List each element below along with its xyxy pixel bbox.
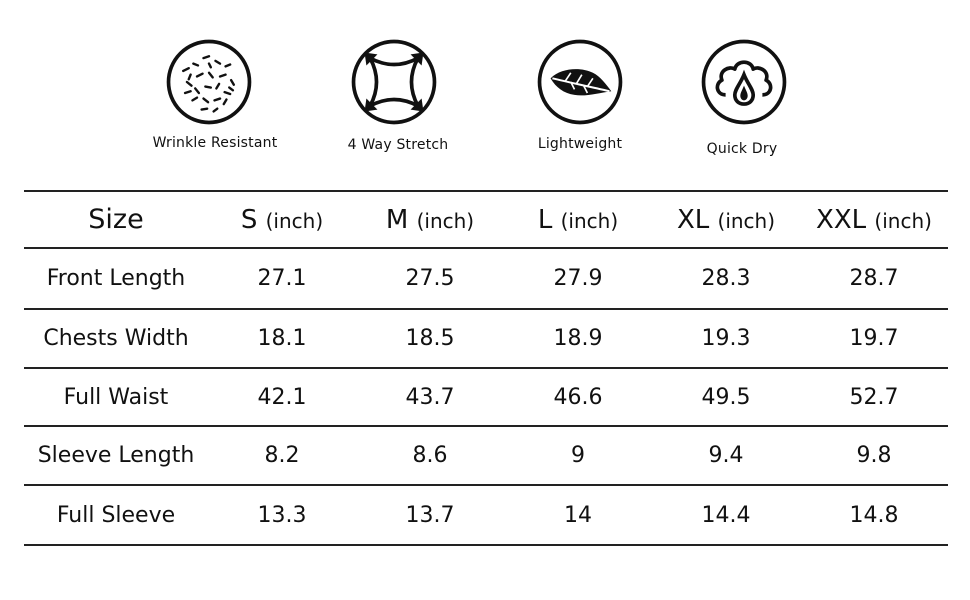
table-cell: 28.3 bbox=[701, 266, 751, 291]
table-cell: 18.1 bbox=[257, 326, 307, 351]
table-cell: 9.8 bbox=[856, 443, 892, 468]
size-name: S bbox=[240, 204, 258, 235]
table-cell: 28.7 bbox=[849, 266, 899, 291]
size-name: XXL bbox=[816, 204, 867, 235]
size-unit: (inch) bbox=[560, 208, 619, 233]
table-cell: 27.9 bbox=[553, 266, 603, 291]
table-cell: 9.4 bbox=[708, 443, 744, 468]
table-cell: 14 bbox=[564, 502, 592, 528]
feature-wrinkle-resistant: Wrinkle Resistant bbox=[135, 0, 295, 170]
column-header: L (inch) bbox=[504, 191, 652, 248]
column-header: XXL (inch) bbox=[800, 191, 948, 248]
table-cell: 27.1 bbox=[257, 266, 307, 291]
table-row: Full Sleeve 13.3 13.7 14 14.4 14.8 bbox=[24, 485, 948, 545]
table-cell: 9 bbox=[571, 443, 585, 468]
feature-quick-dry: Quick Dry bbox=[662, 0, 822, 170]
table-cell: 8.6 bbox=[412, 443, 448, 468]
table-cell: 43.7 bbox=[405, 384, 455, 410]
table-row: Chests Width 18.1 18.5 18.9 19.3 19.7 bbox=[24, 309, 948, 368]
quick-dry-icon bbox=[701, 39, 787, 125]
size-unit: (inch) bbox=[265, 208, 324, 233]
table-cell: 19.7 bbox=[849, 326, 899, 351]
feature-label: Quick Dry bbox=[706, 141, 778, 157]
table-cell: 19.3 bbox=[701, 326, 751, 351]
table-cell: 14.8 bbox=[849, 502, 899, 528]
feature-label: Lightweight bbox=[537, 136, 623, 152]
table-cell: 49.5 bbox=[701, 384, 751, 410]
wrinkle-resistant-icon bbox=[166, 39, 252, 125]
column-header: XL (inch) bbox=[652, 191, 800, 248]
row-label: Front Length bbox=[46, 266, 186, 291]
row-label: Chests Width bbox=[43, 326, 189, 351]
size-column-header: Size bbox=[88, 204, 144, 235]
table-row: Full Waist 42.1 43.7 46.6 49.5 52.7 bbox=[24, 368, 948, 426]
size-unit: (inch) bbox=[416, 208, 475, 233]
lightweight-leaf-icon bbox=[537, 39, 623, 125]
table-row: Front Length 27.1 27.5 27.9 28.3 28.7 bbox=[24, 248, 948, 309]
table-header-row: Size S (inch) M (inch) L (inch) XL (inch… bbox=[24, 191, 948, 248]
table-cell: 27.5 bbox=[405, 266, 455, 291]
table-cell: 52.7 bbox=[849, 384, 899, 410]
feature-four-way-stretch: 4 Way Stretch bbox=[318, 0, 478, 170]
column-header: S (inch) bbox=[208, 191, 356, 248]
table-cell: 13.3 bbox=[257, 502, 307, 528]
size-unit: (inch) bbox=[717, 208, 776, 233]
size-chart-table: Size S (inch) M (inch) L (inch) XL (inch… bbox=[24, 190, 948, 546]
table-cell: 46.6 bbox=[553, 384, 603, 410]
table-cell: 14.4 bbox=[701, 502, 751, 528]
table-row: Sleeve Length 8.2 8.6 9 9.4 9.8 bbox=[24, 426, 948, 485]
feature-lightweight: Lightweight bbox=[500, 0, 660, 170]
size-unit: (inch) bbox=[874, 208, 932, 233]
table-cell: 8.2 bbox=[264, 443, 300, 468]
table-cell: 18.5 bbox=[405, 326, 455, 351]
size-name: L bbox=[537, 204, 553, 235]
size-name: M bbox=[385, 204, 409, 235]
feature-label: Wrinkle Resistant bbox=[152, 135, 278, 151]
column-header: M (inch) bbox=[356, 191, 504, 248]
row-label: Full Waist bbox=[63, 384, 169, 410]
feature-label: 4 Way Stretch bbox=[347, 137, 449, 153]
row-label: Full Sleeve bbox=[56, 502, 176, 528]
table-cell: 18.9 bbox=[553, 326, 603, 351]
row-label: Sleeve Length bbox=[37, 443, 195, 468]
table-cell: 13.7 bbox=[405, 502, 455, 528]
size-name: XL bbox=[676, 204, 710, 235]
four-way-stretch-icon bbox=[351, 39, 437, 125]
feature-icons-row: Wrinkle Resistant 4 Way Stretch Lightwei… bbox=[0, 0, 970, 170]
table-cell: 42.1 bbox=[257, 384, 307, 410]
